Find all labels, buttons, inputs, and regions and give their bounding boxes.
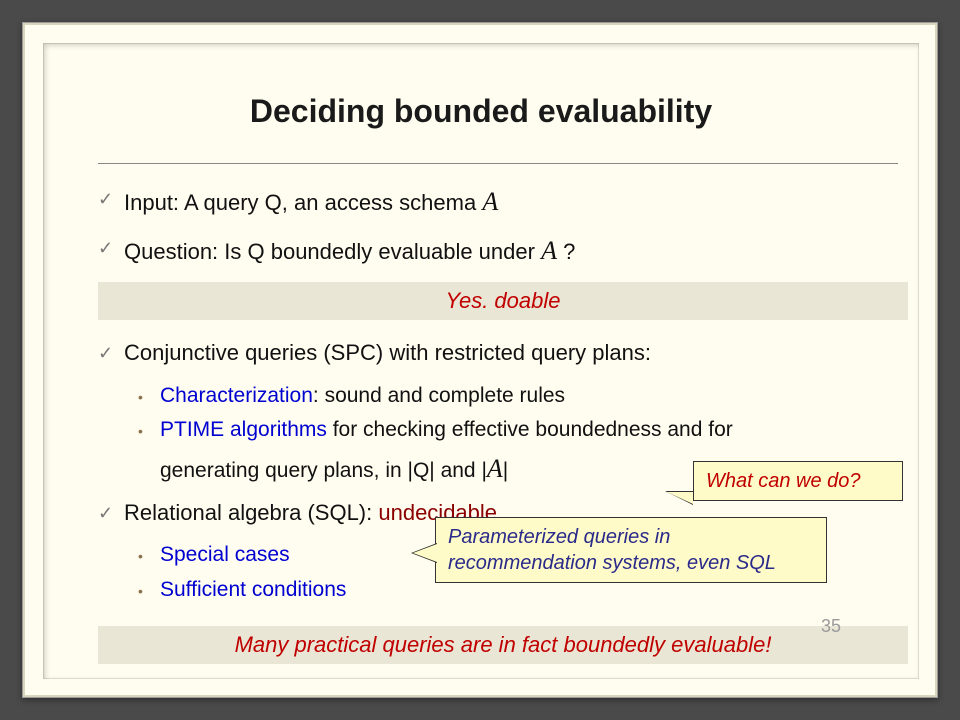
cq-heading: Conjunctive queries (SPC) with restricte… [124,338,651,368]
callout-param: Parameterized queries in recommendation … [435,517,827,583]
input-prefix: Input: A query Q, an access schema [124,190,482,215]
char-blue: Characterization [160,384,313,407]
dot-icon: • [138,541,160,566]
bullet-cq: ✓ Conjunctive queries (SPC) with restric… [98,338,908,368]
dot-icon: • [138,576,160,601]
content-area: ✓ Input: A query Q, an access schema A ✓… [98,178,908,682]
callout-what-tail [665,491,693,505]
yes-bar-text: Yes. doable [446,288,561,313]
bottom-bar-text: Many practical queries are in fact bound… [235,632,772,657]
callout-what-text: What can we do? [706,470,861,492]
callout-param-text: Parameterized queries in recommendation … [448,526,776,574]
ptime-blue: PTIME algorithms [160,418,327,441]
bottom-bar: Many practical queries are in fact bound… [98,626,908,664]
bullet-input-text: Input: A query Q, an access schema A [124,184,498,219]
slide-title: Deciding bounded evaluability [43,93,919,130]
check-icon: ✓ [98,498,124,525]
dot-icon: • [138,416,160,441]
schema-A: A [482,187,498,216]
sub-ptime: • PTIME algorithms for checking effectiv… [138,416,908,444]
slide-inner: Deciding bounded evaluability ✓ Input: A… [43,43,919,679]
question-suffix: ? [557,239,575,264]
char-rest: : sound and complete rules [313,384,565,407]
bullet-question-text: Question: Is Q boundedly evaluable under… [124,233,575,268]
dot-icon: • [138,382,160,407]
page-number: 35 [821,616,841,637]
sub-ptime-line2-text: generating query plans, in |Q| and |A| [160,451,508,486]
check-icon: ✓ [98,184,124,211]
sub-characterization: • Characterization: sound and complete r… [138,382,908,410]
schema-A: A [541,236,557,265]
callout-what: What can we do? [693,461,903,501]
ptime-rest-a: for checking effective boundedness and f… [327,418,733,441]
ra-prefix: Relational algebra (SQL): [124,500,378,525]
sub-ptime-text: PTIME algorithms for checking effective … [160,416,733,444]
question-prefix: Question: Is Q boundedly evaluable under [124,239,541,264]
ptime-rest-b: generating query plans, in |Q| and | [160,459,487,482]
check-icon: ✓ [98,338,124,365]
sub-characterization-text: Characterization: sound and complete rul… [160,382,565,410]
callout-param-tail [411,543,437,563]
ptime-rest-c: | [503,459,508,482]
check-icon: ✓ [98,233,124,260]
yes-bar: Yes. doable [98,282,908,320]
slide-outer: Deciding bounded evaluability ✓ Input: A… [22,22,938,698]
bullet-question: ✓ Question: Is Q boundedly evaluable und… [98,233,908,268]
schema-A: A [487,454,503,483]
title-divider [98,163,898,164]
sufficient-conditions: Sufficient conditions [160,576,346,604]
special-cases: Special cases [160,541,290,569]
bullet-input: ✓ Input: A query Q, an access schema A [98,184,908,219]
